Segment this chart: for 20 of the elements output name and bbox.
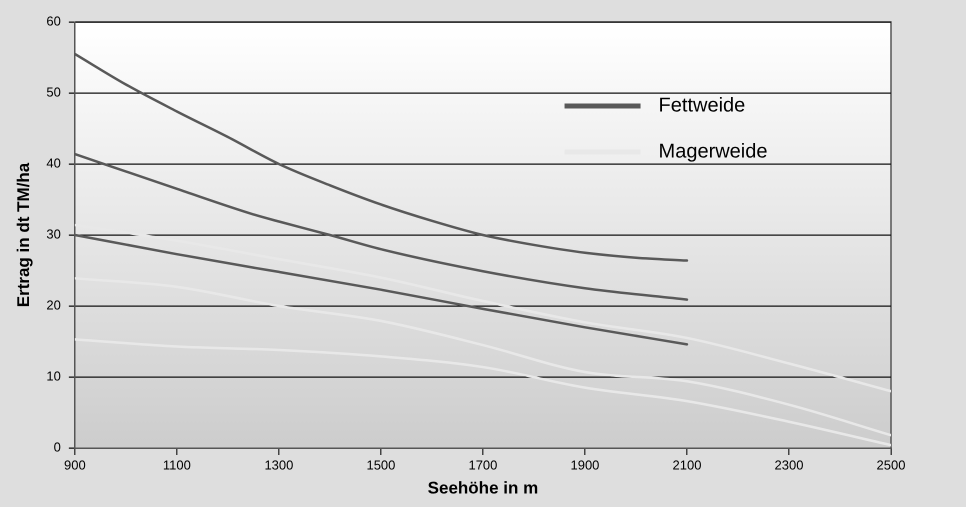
y-tick-label: 30 bbox=[46, 226, 61, 242]
y-tick-label: 0 bbox=[54, 440, 61, 455]
y-tick-label: 10 bbox=[46, 368, 61, 384]
x-tick-label: 2300 bbox=[774, 457, 804, 472]
legend-label: Magerweide bbox=[658, 140, 768, 163]
x-tick-label: 2100 bbox=[672, 457, 702, 472]
x-axis-title: Seehöhe in m bbox=[428, 478, 538, 498]
y-axis-title: Ertrag in dt TM/ha bbox=[14, 162, 33, 308]
y-tick-label: 50 bbox=[46, 84, 61, 100]
x-tick-label: 1700 bbox=[468, 457, 498, 472]
y-tick-label: 60 bbox=[46, 14, 61, 29]
x-tick-label: 900 bbox=[64, 457, 86, 472]
x-tick-label: 1100 bbox=[162, 457, 191, 472]
legend-label: Fettweide bbox=[658, 94, 746, 117]
y-tick-label: 40 bbox=[46, 156, 61, 171]
x-tick-label: 2500 bbox=[876, 457, 906, 472]
y-tick-label: 20 bbox=[46, 298, 61, 313]
x-tick-label: 1900 bbox=[570, 457, 600, 472]
x-tick-label: 1300 bbox=[264, 457, 294, 472]
x-tick-label: 1500 bbox=[366, 457, 396, 472]
